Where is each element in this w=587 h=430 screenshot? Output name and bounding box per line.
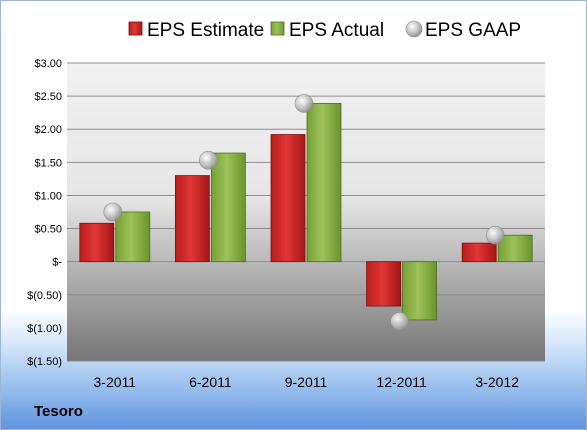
marker-eps-gaap xyxy=(294,94,314,113)
legend-swatch xyxy=(405,20,423,38)
y-tick-label: $1.00 xyxy=(34,190,62,202)
y-tick-label: $(0.50) xyxy=(27,290,62,302)
bar-eps-actual xyxy=(306,102,342,263)
y-axis-ticks: $3.00 $2.50 $2.00 $1.50 $1.00 $0.50 $- $(0.50) $… xyxy=(27,58,62,368)
y-tick-label: $(1.50) xyxy=(27,356,62,368)
bar-eps-estimate xyxy=(79,222,115,263)
y-tick-label: $3.00 xyxy=(34,58,62,70)
legend-swatch xyxy=(128,21,143,36)
marker-eps-gaap xyxy=(390,311,409,331)
y-tick-label: $1.50 xyxy=(34,157,62,169)
bar-eps-actual xyxy=(402,261,438,321)
y-tick-label: $2.00 xyxy=(34,124,62,136)
legend-label: EPS Actual xyxy=(289,20,384,41)
bar-eps-estimate xyxy=(366,261,402,307)
x-axis-ticks: 3-2011 6-2011 9-2011 12-2011 3-2012 xyxy=(94,374,520,390)
bar-eps-estimate xyxy=(270,134,306,263)
y-tick-label: $0.50 xyxy=(34,224,62,236)
bar-eps-actual xyxy=(497,234,533,263)
bar-eps-actual xyxy=(115,211,151,263)
y-tick-label: $(1.00) xyxy=(27,323,62,335)
x-tick-label: 12-2011 xyxy=(376,374,427,390)
bar-eps-actual xyxy=(210,152,246,263)
x-tick-label: 3-2012 xyxy=(475,374,519,390)
bar-eps-estimate xyxy=(174,175,210,263)
x-tick-label: 9-2011 xyxy=(285,374,328,390)
legend-swatch xyxy=(270,21,285,36)
company-name: Tesoro xyxy=(34,403,83,420)
legend-label: EPS GAAP xyxy=(425,20,521,41)
marker-eps-gaap xyxy=(485,225,505,245)
marker-eps-gaap xyxy=(199,151,218,170)
y-tick-label: $2.50 xyxy=(34,91,62,103)
marker-eps-gaap xyxy=(103,202,123,222)
x-tick-label: 3-2011 xyxy=(94,374,137,390)
bars xyxy=(79,102,533,321)
bar-eps-estimate xyxy=(461,242,497,263)
x-tick-label: 6-2011 xyxy=(189,374,232,390)
y-tick-label: $- xyxy=(52,257,62,269)
legend: EPS Estimate EPS Actual EPS GAAP xyxy=(128,20,521,41)
legend-label: EPS Estimate xyxy=(147,20,264,41)
gaap-markers xyxy=(103,94,505,331)
